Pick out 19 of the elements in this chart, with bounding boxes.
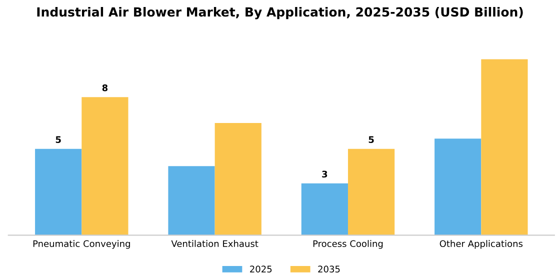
bar: [434, 138, 482, 236]
data-label: 5: [56, 136, 61, 144]
x-tick-label: Ventilation Exhaust: [171, 240, 258, 248]
data-label: 8: [102, 84, 108, 92]
legend-label: 2025: [250, 266, 272, 272]
x-tick-label: Other Applications: [440, 240, 523, 249]
bar: [168, 166, 215, 236]
bar: [481, 59, 528, 236]
legend-label: 2035: [318, 266, 340, 272]
bar: [301, 183, 348, 236]
chart-title: Industrial Air Blower Market, By Application, 2025-2035 (USD Billion): [37, 7, 523, 20]
x-tick-label: Pneumatic Conveying: [33, 240, 130, 249]
data-label: 5: [368, 136, 374, 144]
x-tick-label: Process Cooling: [313, 240, 383, 249]
data-label: 3: [322, 170, 328, 178]
bar: [82, 97, 128, 236]
bar: [214, 123, 262, 236]
bar: [348, 148, 395, 236]
bar: [35, 148, 82, 236]
